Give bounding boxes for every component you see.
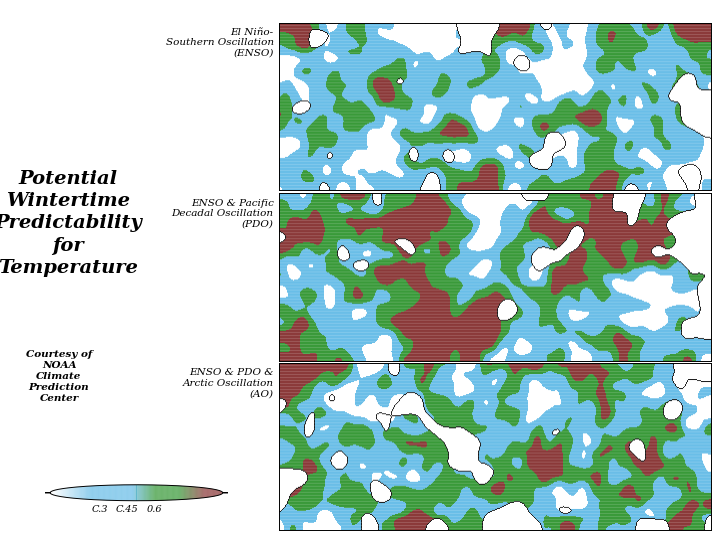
Text: El Niño-
Southern Oscillation
(ENSO): El Niño- Southern Oscillation (ENSO)	[166, 28, 274, 58]
Text: ENSO & PDO &
Arctic Oscillation
(AO): ENSO & PDO & Arctic Oscillation (AO)	[183, 368, 274, 398]
Text: C.3: C.3	[91, 505, 108, 514]
Text: ENSO & Pacific
Decadal Oscillation
(PDO): ENSO & Pacific Decadal Oscillation (PDO)	[171, 199, 274, 228]
Text: 0.6: 0.6	[147, 505, 163, 514]
Text: Potential
Wintertime
Predictability
for
Temperature: Potential Wintertime Predictability for …	[0, 170, 143, 277]
Text: C.45: C.45	[116, 505, 139, 514]
Text: Courtesy of
NOAA
Climate
Prediction
Center: Courtesy of NOAA Climate Prediction Cent…	[26, 350, 92, 403]
